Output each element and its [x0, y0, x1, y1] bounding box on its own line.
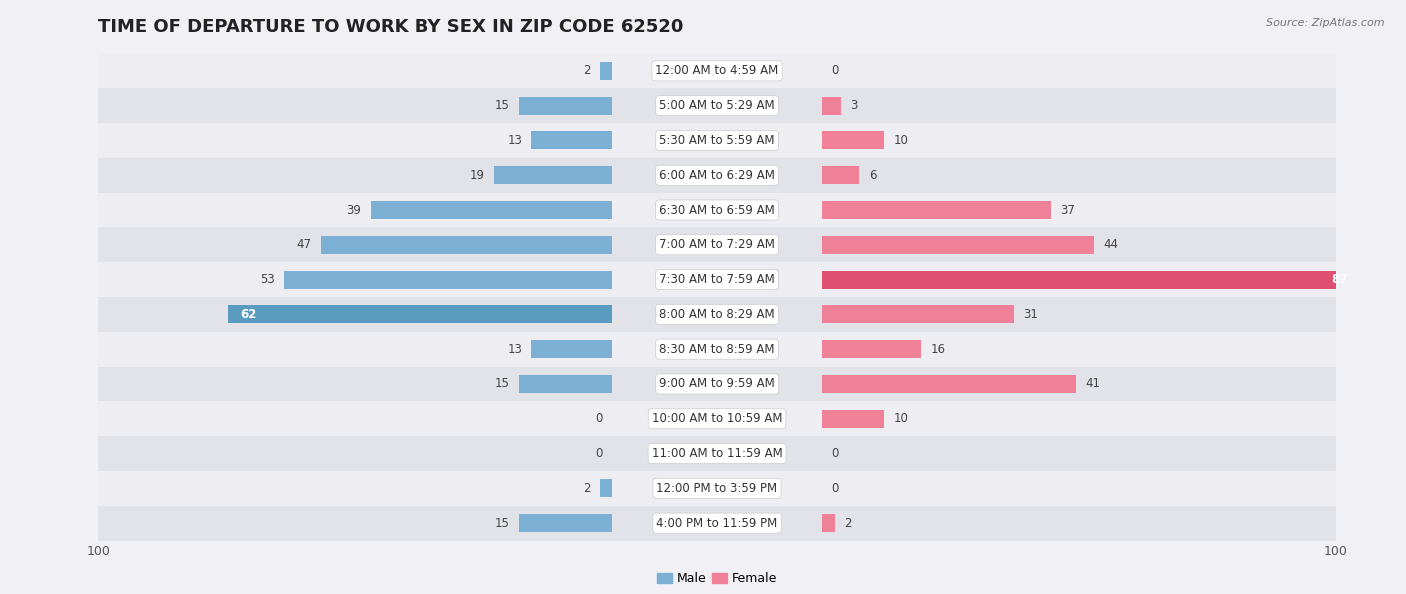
- Bar: [284, 270, 612, 289]
- Bar: [495, 166, 612, 184]
- Text: 16: 16: [931, 343, 945, 356]
- Bar: [228, 305, 612, 324]
- Bar: [519, 97, 612, 115]
- Text: 13: 13: [508, 343, 522, 356]
- Bar: [823, 97, 841, 115]
- Bar: [599, 62, 612, 80]
- Text: 19: 19: [470, 169, 485, 182]
- Text: 8:30 AM to 8:59 AM: 8:30 AM to 8:59 AM: [659, 343, 775, 356]
- Bar: [823, 514, 835, 532]
- Bar: [98, 436, 1336, 471]
- Bar: [823, 410, 884, 428]
- Text: 39: 39: [346, 204, 361, 217]
- Bar: [98, 366, 1336, 402]
- Text: 41: 41: [1085, 377, 1099, 390]
- Text: 5:00 AM to 5:29 AM: 5:00 AM to 5:29 AM: [659, 99, 775, 112]
- Text: 2: 2: [582, 64, 591, 77]
- Text: 0: 0: [595, 447, 603, 460]
- Text: 7:30 AM to 7:59 AM: 7:30 AM to 7:59 AM: [659, 273, 775, 286]
- Bar: [98, 332, 1336, 366]
- Bar: [823, 375, 1076, 393]
- Bar: [228, 305, 612, 324]
- Text: 4:00 PM to 11:59 PM: 4:00 PM to 11:59 PM: [657, 517, 778, 530]
- Text: 15: 15: [495, 517, 510, 530]
- Bar: [531, 340, 612, 358]
- Text: 47: 47: [297, 238, 312, 251]
- Bar: [98, 471, 1336, 505]
- Text: 10: 10: [893, 412, 908, 425]
- Bar: [98, 53, 1336, 89]
- Text: 31: 31: [1024, 308, 1038, 321]
- Bar: [98, 228, 1336, 262]
- Text: 2: 2: [844, 517, 852, 530]
- Text: 37: 37: [1060, 204, 1076, 217]
- Text: 44: 44: [1104, 238, 1119, 251]
- Bar: [823, 305, 1014, 324]
- Bar: [321, 236, 612, 254]
- Text: 7:00 AM to 7:29 AM: 7:00 AM to 7:29 AM: [659, 238, 775, 251]
- Bar: [98, 192, 1336, 228]
- Text: 15: 15: [495, 377, 510, 390]
- Bar: [823, 131, 884, 150]
- Text: 62: 62: [240, 308, 257, 321]
- Bar: [98, 297, 1336, 332]
- Text: 6:00 AM to 6:29 AM: 6:00 AM to 6:29 AM: [659, 169, 775, 182]
- Text: 5:30 AM to 5:59 AM: 5:30 AM to 5:59 AM: [659, 134, 775, 147]
- Text: 0: 0: [831, 447, 839, 460]
- Text: 87: 87: [1331, 273, 1348, 286]
- Bar: [823, 166, 859, 184]
- Text: 0: 0: [595, 412, 603, 425]
- Text: 9:00 AM to 9:59 AM: 9:00 AM to 9:59 AM: [659, 377, 775, 390]
- Text: 10: 10: [893, 134, 908, 147]
- Text: 0: 0: [831, 64, 839, 77]
- Bar: [599, 479, 612, 497]
- Text: 6:30 AM to 6:59 AM: 6:30 AM to 6:59 AM: [659, 204, 775, 217]
- Bar: [98, 123, 1336, 158]
- Bar: [531, 131, 612, 150]
- Bar: [823, 270, 1361, 289]
- Text: 10:00 AM to 10:59 AM: 10:00 AM to 10:59 AM: [652, 412, 782, 425]
- Text: 11:00 AM to 11:59 AM: 11:00 AM to 11:59 AM: [652, 447, 782, 460]
- Bar: [823, 270, 1361, 289]
- Text: 12:00 AM to 4:59 AM: 12:00 AM to 4:59 AM: [655, 64, 779, 77]
- Bar: [98, 402, 1336, 436]
- Text: 15: 15: [495, 99, 510, 112]
- Text: 0: 0: [831, 482, 839, 495]
- Bar: [98, 262, 1336, 297]
- Text: 3: 3: [851, 99, 858, 112]
- Bar: [371, 201, 612, 219]
- Bar: [519, 514, 612, 532]
- Bar: [823, 340, 921, 358]
- Bar: [823, 236, 1094, 254]
- Text: Source: ZipAtlas.com: Source: ZipAtlas.com: [1267, 18, 1385, 28]
- Text: 2: 2: [582, 482, 591, 495]
- Text: 12:00 PM to 3:59 PM: 12:00 PM to 3:59 PM: [657, 482, 778, 495]
- Bar: [823, 201, 1052, 219]
- Text: 6: 6: [869, 169, 876, 182]
- Bar: [98, 158, 1336, 192]
- Text: 53: 53: [260, 273, 274, 286]
- Text: TIME OF DEPARTURE TO WORK BY SEX IN ZIP CODE 62520: TIME OF DEPARTURE TO WORK BY SEX IN ZIP …: [98, 18, 683, 36]
- Bar: [98, 505, 1336, 541]
- Legend: Male, Female: Male, Female: [652, 567, 782, 590]
- Text: 13: 13: [508, 134, 522, 147]
- Text: 8:00 AM to 8:29 AM: 8:00 AM to 8:29 AM: [659, 308, 775, 321]
- Bar: [98, 89, 1336, 123]
- Bar: [519, 375, 612, 393]
